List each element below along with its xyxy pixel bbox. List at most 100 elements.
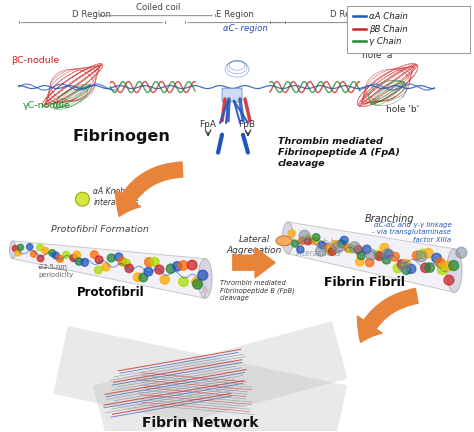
Circle shape xyxy=(192,279,202,289)
Circle shape xyxy=(382,255,391,264)
Text: Fibrinogen: Fibrinogen xyxy=(73,129,170,144)
Circle shape xyxy=(122,259,130,267)
Circle shape xyxy=(160,275,169,284)
Text: Fibrin Network: Fibrin Network xyxy=(142,416,258,430)
Text: D Region: D Region xyxy=(330,10,369,19)
Circle shape xyxy=(326,247,334,254)
Text: 22.5 nm
periodicity: 22.5 nm periodicity xyxy=(38,264,74,277)
Circle shape xyxy=(424,248,433,258)
Circle shape xyxy=(456,247,467,258)
Circle shape xyxy=(443,261,453,271)
Text: Protofibril Formation: Protofibril Formation xyxy=(52,225,149,234)
Circle shape xyxy=(56,255,64,262)
Text: γ Chain: γ Chain xyxy=(369,38,401,47)
Circle shape xyxy=(144,267,153,276)
Ellipse shape xyxy=(282,222,293,254)
Circle shape xyxy=(344,244,352,252)
Circle shape xyxy=(73,251,81,258)
Circle shape xyxy=(70,254,77,261)
Circle shape xyxy=(418,249,427,259)
Circle shape xyxy=(179,277,188,286)
Text: hole 'a': hole 'a' xyxy=(362,51,394,60)
Circle shape xyxy=(42,248,49,254)
Circle shape xyxy=(425,263,434,272)
Circle shape xyxy=(365,249,376,260)
Text: Lateral
Aggregation: Lateral Aggregation xyxy=(226,235,282,255)
Circle shape xyxy=(332,242,343,253)
Circle shape xyxy=(316,245,327,256)
Circle shape xyxy=(75,192,90,206)
Circle shape xyxy=(347,245,355,253)
Circle shape xyxy=(401,260,411,268)
Text: D Region: D Region xyxy=(73,10,111,19)
Circle shape xyxy=(91,251,98,258)
Circle shape xyxy=(75,258,83,265)
Circle shape xyxy=(337,240,346,248)
Circle shape xyxy=(125,264,133,273)
Circle shape xyxy=(449,260,459,270)
Circle shape xyxy=(416,251,427,262)
Circle shape xyxy=(95,256,103,264)
Text: hole 'b': hole 'b' xyxy=(385,105,419,114)
Circle shape xyxy=(150,257,159,266)
Circle shape xyxy=(15,250,21,256)
Ellipse shape xyxy=(198,259,212,299)
Text: Thrombin mediated
Fibrinopeptide B (FpB)
cleavage: Thrombin mediated Fibrinopeptide B (FpB)… xyxy=(220,280,295,302)
Polygon shape xyxy=(92,321,347,432)
Circle shape xyxy=(292,240,299,247)
Text: αA Chain: αA Chain xyxy=(369,12,408,21)
Polygon shape xyxy=(13,241,205,299)
Circle shape xyxy=(397,260,406,269)
Circle shape xyxy=(145,258,154,267)
Circle shape xyxy=(412,251,421,260)
Circle shape xyxy=(52,252,59,259)
Circle shape xyxy=(365,258,374,267)
Text: αA Knob-hole
interactions: αA Knob-hole interactions xyxy=(93,187,145,207)
Text: Branching: Branching xyxy=(365,214,414,224)
Circle shape xyxy=(432,253,441,263)
Text: E Region: E Region xyxy=(216,10,254,19)
Circle shape xyxy=(118,257,126,266)
Circle shape xyxy=(393,264,402,273)
Circle shape xyxy=(115,253,123,261)
Circle shape xyxy=(312,237,319,245)
Circle shape xyxy=(299,230,310,241)
Circle shape xyxy=(312,234,320,241)
Circle shape xyxy=(363,245,371,254)
Ellipse shape xyxy=(447,249,462,292)
Text: βB Knob-hole
interactions: βB Knob-hole interactions xyxy=(296,238,347,258)
Circle shape xyxy=(179,261,188,270)
Circle shape xyxy=(37,255,44,262)
Circle shape xyxy=(12,245,18,251)
Text: FpB: FpB xyxy=(238,120,255,129)
Circle shape xyxy=(37,244,44,251)
Circle shape xyxy=(438,265,447,275)
Polygon shape xyxy=(53,326,347,432)
Circle shape xyxy=(380,243,389,252)
Circle shape xyxy=(81,259,89,266)
Circle shape xyxy=(324,244,332,252)
Text: γC-nodule: γC-nodule xyxy=(23,102,71,111)
Text: Thrombin mediated
Fibrinopeptide A (FpA)
cleavage: Thrombin mediated Fibrinopeptide A (FpA)… xyxy=(278,137,400,168)
Polygon shape xyxy=(288,222,455,292)
FancyBboxPatch shape xyxy=(346,6,470,54)
Circle shape xyxy=(107,254,115,262)
Circle shape xyxy=(299,237,306,244)
Text: Fibrin Fibril: Fibrin Fibril xyxy=(324,276,405,289)
Circle shape xyxy=(166,264,175,273)
Circle shape xyxy=(283,238,290,245)
Circle shape xyxy=(384,250,393,259)
Circle shape xyxy=(173,262,182,271)
Circle shape xyxy=(421,263,430,273)
Circle shape xyxy=(382,249,393,260)
Circle shape xyxy=(340,236,348,244)
Circle shape xyxy=(436,258,445,268)
Circle shape xyxy=(49,250,55,257)
Text: Protofibril: Protofibril xyxy=(77,286,144,299)
Circle shape xyxy=(319,241,326,249)
Circle shape xyxy=(297,246,304,253)
Circle shape xyxy=(27,244,33,250)
Circle shape xyxy=(402,265,411,274)
Text: βB Chain: βB Chain xyxy=(369,25,407,34)
Text: FpA: FpA xyxy=(200,120,217,129)
